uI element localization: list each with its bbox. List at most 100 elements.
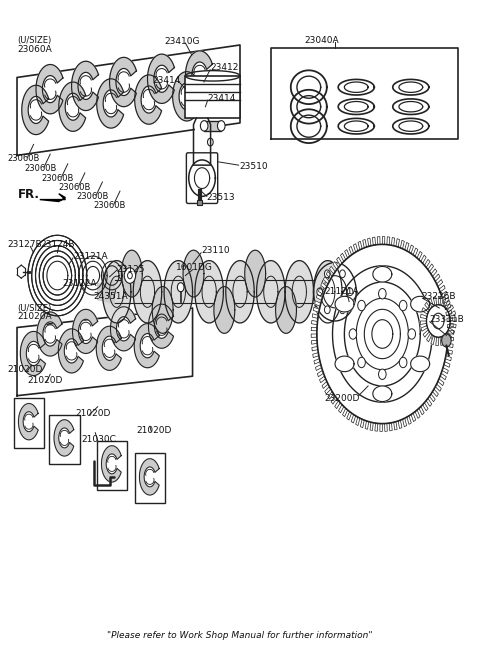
Polygon shape <box>349 246 354 255</box>
Polygon shape <box>372 237 375 245</box>
Polygon shape <box>20 331 46 375</box>
Polygon shape <box>245 250 265 297</box>
Polygon shape <box>368 238 371 246</box>
Polygon shape <box>311 328 317 331</box>
FancyBboxPatch shape <box>186 153 218 204</box>
Text: 23513: 23513 <box>207 193 235 202</box>
Polygon shape <box>415 410 420 419</box>
Polygon shape <box>312 346 318 351</box>
Bar <box>197 200 202 206</box>
Polygon shape <box>317 371 324 377</box>
Polygon shape <box>426 398 432 406</box>
Text: 23060B: 23060B <box>24 164 57 173</box>
Polygon shape <box>133 261 162 323</box>
Circle shape <box>124 268 136 284</box>
Polygon shape <box>109 58 136 107</box>
Polygon shape <box>72 61 98 111</box>
Polygon shape <box>443 297 449 303</box>
Polygon shape <box>214 287 235 333</box>
Text: (U/SIZE): (U/SIZE) <box>17 36 51 45</box>
Polygon shape <box>140 458 159 495</box>
Polygon shape <box>313 307 319 312</box>
FancyBboxPatch shape <box>135 453 165 503</box>
Polygon shape <box>377 236 380 244</box>
Polygon shape <box>101 445 121 482</box>
Polygon shape <box>373 386 392 402</box>
Polygon shape <box>58 329 84 373</box>
Polygon shape <box>333 261 338 269</box>
Circle shape <box>399 301 407 310</box>
Polygon shape <box>59 82 85 132</box>
Text: 23414: 23414 <box>152 76 180 85</box>
Polygon shape <box>411 413 416 422</box>
Polygon shape <box>28 235 87 316</box>
Polygon shape <box>413 248 418 256</box>
Polygon shape <box>313 352 319 358</box>
Polygon shape <box>96 326 121 370</box>
Polygon shape <box>447 305 454 312</box>
Polygon shape <box>411 296 430 312</box>
Polygon shape <box>431 336 435 345</box>
Polygon shape <box>37 312 62 356</box>
Polygon shape <box>423 403 428 411</box>
Text: 23122A: 23122A <box>62 279 97 288</box>
Polygon shape <box>324 276 329 284</box>
Polygon shape <box>328 392 334 399</box>
Text: 23412: 23412 <box>210 64 239 72</box>
Circle shape <box>200 121 208 131</box>
Text: 23124B: 23124B <box>41 240 75 249</box>
Polygon shape <box>443 335 448 343</box>
Polygon shape <box>336 257 342 265</box>
Polygon shape <box>315 365 322 371</box>
Circle shape <box>324 306 330 314</box>
Polygon shape <box>173 71 200 121</box>
Polygon shape <box>430 394 435 402</box>
Polygon shape <box>335 401 340 409</box>
Polygon shape <box>164 261 192 323</box>
Text: 23060B: 23060B <box>8 154 40 163</box>
Polygon shape <box>312 340 317 344</box>
Text: 1601DG: 1601DG <box>177 263 213 272</box>
Polygon shape <box>185 51 212 100</box>
Polygon shape <box>405 242 409 251</box>
Polygon shape <box>335 356 354 371</box>
Polygon shape <box>375 423 378 431</box>
Polygon shape <box>419 407 424 415</box>
Text: 23060B: 23060B <box>59 183 91 192</box>
Polygon shape <box>321 282 327 290</box>
Circle shape <box>379 369 386 379</box>
Text: 21030C: 21030C <box>81 435 116 443</box>
Polygon shape <box>447 343 453 348</box>
Polygon shape <box>134 324 159 367</box>
Text: 23060A: 23060A <box>17 45 52 54</box>
Polygon shape <box>271 48 458 139</box>
Polygon shape <box>314 359 320 364</box>
Polygon shape <box>380 424 383 432</box>
Polygon shape <box>400 240 404 249</box>
Polygon shape <box>421 326 428 331</box>
Text: 23060B: 23060B <box>76 192 108 201</box>
Polygon shape <box>432 389 438 397</box>
Polygon shape <box>383 236 385 244</box>
Polygon shape <box>148 304 174 348</box>
Polygon shape <box>442 297 446 307</box>
Polygon shape <box>97 79 124 128</box>
Circle shape <box>217 121 225 131</box>
Polygon shape <box>326 271 332 279</box>
Polygon shape <box>152 287 173 333</box>
Polygon shape <box>360 419 364 428</box>
Polygon shape <box>428 264 433 272</box>
Polygon shape <box>22 85 48 135</box>
Polygon shape <box>325 386 331 394</box>
Text: 21020D: 21020D <box>8 365 43 374</box>
FancyBboxPatch shape <box>14 398 44 447</box>
Polygon shape <box>322 381 328 388</box>
Polygon shape <box>403 418 407 426</box>
Polygon shape <box>411 356 430 371</box>
Polygon shape <box>373 267 392 282</box>
Text: 23311B: 23311B <box>430 315 465 324</box>
Circle shape <box>408 329 416 339</box>
Polygon shape <box>318 288 324 295</box>
Text: 23226B: 23226B <box>421 292 456 301</box>
Polygon shape <box>384 423 387 432</box>
